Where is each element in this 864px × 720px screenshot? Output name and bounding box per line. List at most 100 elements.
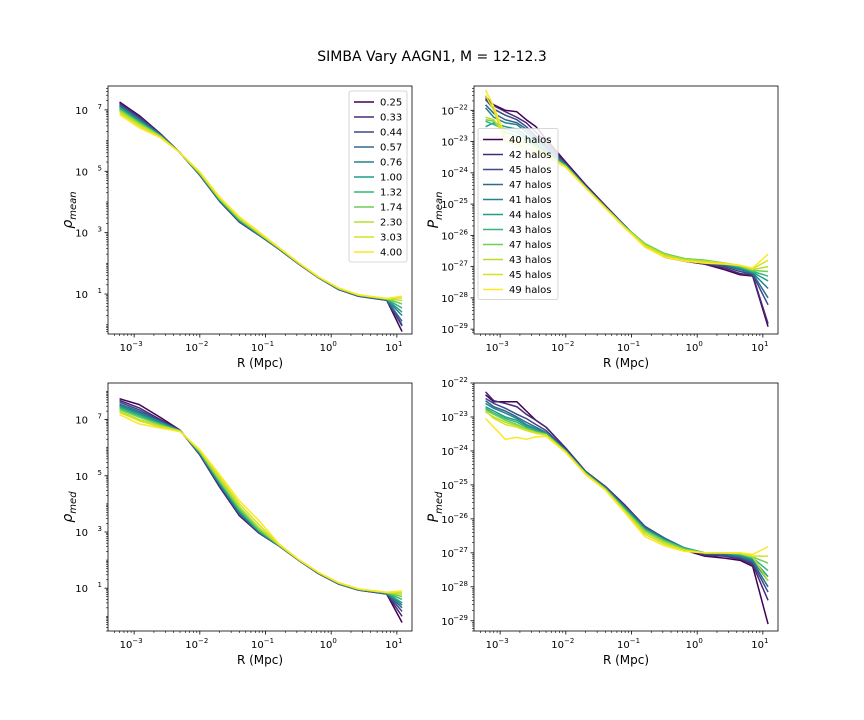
x-tick-label: 10−3 — [486, 340, 509, 354]
x-tick-exponent: −3 — [132, 340, 142, 348]
x-tick-label: 101 — [385, 340, 402, 354]
y-tick-exponent: −24 — [453, 166, 468, 174]
x-tick-base: 10 — [185, 343, 198, 354]
y-tick-base: 10 — [75, 472, 88, 483]
y-axis-label-subscript: med — [434, 491, 445, 514]
y-tick-base: 10 — [75, 106, 88, 117]
panel-p-mean: 10−3 10−2 10−1 100 10110−2910−2810−2710−2610… — [426, 85, 779, 370]
y-tick-label: 10 1 — [75, 581, 102, 595]
x-tick-label: 10−2 — [185, 637, 208, 651]
y-tick-base: 10 — [75, 416, 88, 427]
x-tick-exponent: 0 — [332, 340, 336, 348]
y-tick-base: 10 — [75, 528, 88, 539]
series-group — [119, 101, 403, 332]
x-tick-exponent: −3 — [498, 637, 508, 645]
x-tick-base: 10 — [385, 640, 398, 651]
legend-box — [477, 128, 559, 300]
x-tick-exponent: 0 — [698, 637, 702, 645]
x-tick-exponent: −1 — [264, 340, 274, 348]
y-tick-exponent: 7 — [98, 103, 102, 111]
y-tick-exponent: −27 — [453, 546, 468, 554]
x-tick-base: 10 — [686, 343, 699, 354]
x-tick-label: 101 — [751, 340, 768, 354]
x-tick-label: 10−1 — [251, 340, 274, 354]
y-tick-base: 10 — [75, 167, 88, 178]
x-tick-label: 10−3 — [486, 637, 509, 651]
legend-label-2: 42 halos — [509, 150, 551, 161]
legend-label-10: 3.03 — [380, 233, 402, 244]
x-tick-label: 101 — [385, 637, 402, 651]
y-tick-exponent: −28 — [453, 291, 468, 299]
legend-label-2: 0.33 — [380, 113, 402, 124]
x-tick-exponent: 0 — [332, 637, 336, 645]
y-tick-exponent: −22 — [453, 103, 468, 111]
y-axis-label-subscript: med — [68, 491, 79, 514]
legend-label-1: 40 halos — [509, 135, 551, 146]
y-tick-label: 10 1 — [75, 287, 102, 301]
y-tick-exponent: 5 — [98, 469, 102, 477]
x-tick-base: 10 — [385, 343, 398, 354]
y-tick-label: 10−27 — [441, 546, 468, 560]
x-tick-label: 100 — [686, 340, 703, 354]
y-tick-label: 10−27 — [441, 260, 468, 274]
y-tick-exponent: −26 — [453, 512, 468, 520]
y-tick-label: 10−24 — [441, 166, 468, 180]
legend-label-4: 0.57 — [380, 143, 402, 154]
x-tick-label: 100 — [686, 637, 703, 651]
series-group — [119, 398, 403, 623]
x-tick-base: 10 — [551, 343, 564, 354]
x-tick-exponent: 1 — [398, 637, 402, 645]
legend-label-9: 43 halos — [509, 255, 551, 266]
x-tick-label: 100 — [320, 340, 337, 354]
legend: 40 halos 42 halos 45 halos 47 halos 41 halos… — [477, 128, 559, 300]
x-tick-exponent: −2 — [198, 340, 208, 348]
x-tick-base: 10 — [320, 343, 333, 354]
y-axis-label-base: P — [426, 219, 442, 228]
y-tick-exponent: −25 — [453, 197, 468, 205]
y-tick-label: 10 7 — [75, 413, 102, 427]
y-tick-base: 10 — [441, 138, 454, 149]
series-line-11 — [119, 114, 403, 300]
legend-label-8: 47 halos — [509, 240, 551, 251]
legend-label-6: 1.00 — [380, 173, 402, 184]
y-tick-label: 10−23 — [441, 410, 468, 424]
x-tick-base: 10 — [686, 640, 699, 651]
x-tick-label: 10−1 — [617, 637, 640, 651]
x-axis-label: R (Mpc) — [603, 356, 649, 370]
x-tick-label: 101 — [751, 637, 768, 651]
y-tick-label: 10−25 — [441, 197, 468, 211]
y-tick-label: 10 7 — [75, 103, 102, 117]
y-tick-base: 10 — [75, 584, 88, 595]
x-tick-base: 10 — [120, 640, 133, 651]
y-tick-base: 10 — [441, 549, 454, 560]
legend-label-3: 0.44 — [380, 128, 402, 139]
x-tick-exponent: −1 — [264, 637, 274, 645]
series-line-11 — [485, 418, 769, 556]
y-tick-base: 10 — [441, 106, 454, 117]
x-tick-label: 10−3 — [120, 340, 143, 354]
y-tick-exponent: −26 — [453, 228, 468, 236]
x-tick-base: 10 — [751, 343, 764, 354]
axes-frame — [473, 85, 779, 335]
y-tick-exponent: 3 — [98, 525, 102, 533]
y-tick-exponent: −25 — [453, 478, 468, 486]
x-tick-base: 10 — [486, 343, 499, 354]
y-tick-base: 10 — [441, 447, 454, 458]
x-tick-exponent: 1 — [764, 340, 768, 348]
x-tick-exponent: −2 — [564, 340, 574, 348]
y-tick-base: 10 — [75, 229, 88, 240]
y-tick-label: 10−29 — [441, 614, 468, 628]
y-tick-base: 10 — [441, 617, 454, 628]
x-axis-label: R (Mpc) — [603, 653, 649, 667]
legend-label-9: 2.30 — [380, 218, 402, 229]
x-tick-exponent: −2 — [198, 637, 208, 645]
y-tick-base: 10 — [75, 290, 88, 301]
x-tick-base: 10 — [120, 343, 133, 354]
y-tick-base: 10 — [441, 325, 454, 336]
x-tick-label: 10−1 — [617, 340, 640, 354]
y-tick-label: 10−23 — [441, 135, 468, 149]
legend-label-11: 49 halos — [509, 285, 551, 296]
